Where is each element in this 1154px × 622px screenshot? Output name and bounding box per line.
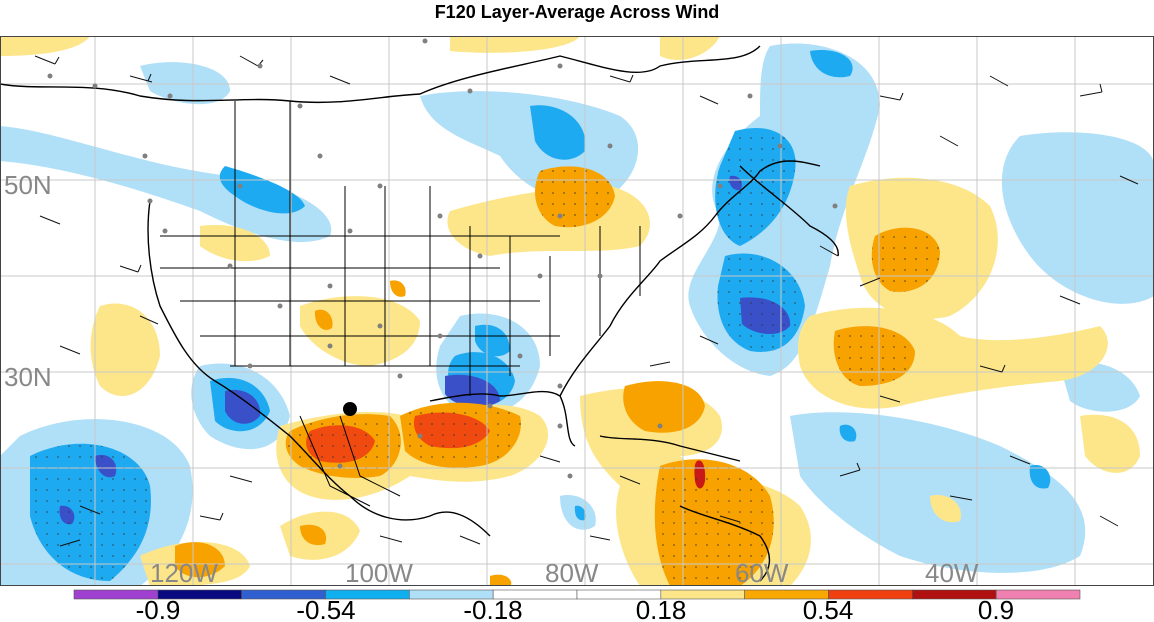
lat-lon-grid — [0, 36, 1154, 586]
colorbar-tick-0.9: 0.9 — [978, 595, 1014, 622]
weather-map: 50N 30N 120W 100W 80W 60W 40W — [0, 36, 1154, 586]
colorbar-tick-neg-0.9: -0.9 — [136, 595, 181, 622]
stipple-layer — [30, 127, 940, 586]
wind-barbs — [34, 55, 1139, 547]
colorbar-swatch — [995, 589, 1081, 600]
lon-label-40w: 40W — [925, 558, 979, 586]
contour-fill-layer — [0, 36, 1154, 586]
state-borders — [160, 101, 641, 507]
colorbar-tick-0.18: 0.18 — [636, 595, 687, 622]
coastlines — [0, 45, 839, 582]
map-title: F120 Layer-Average Across Wind — [434, 2, 720, 22]
lon-label-80w: 80W — [545, 558, 599, 586]
lon-label-100w: 100W — [345, 558, 413, 586]
station-dots — [47, 38, 838, 479]
colorbar: -0.9 -0.54 -0.18 0.18 0.54 0.9 — [73, 589, 1081, 622]
lon-label-120w: 120W — [150, 558, 218, 586]
lon-label-60w: 60W — [735, 558, 789, 586]
colorbar-swatches — [73, 589, 1081, 600]
colorbar-tick-neg-0.54: -0.54 — [296, 595, 355, 622]
lat-label-30n: 30N — [4, 362, 52, 392]
lat-label-50n: 50N — [4, 170, 52, 200]
highlight-point — [343, 402, 357, 416]
colorbar-tick-neg-0.18: -0.18 — [463, 595, 522, 622]
colorbar-tick-0.54: 0.54 — [803, 595, 854, 622]
